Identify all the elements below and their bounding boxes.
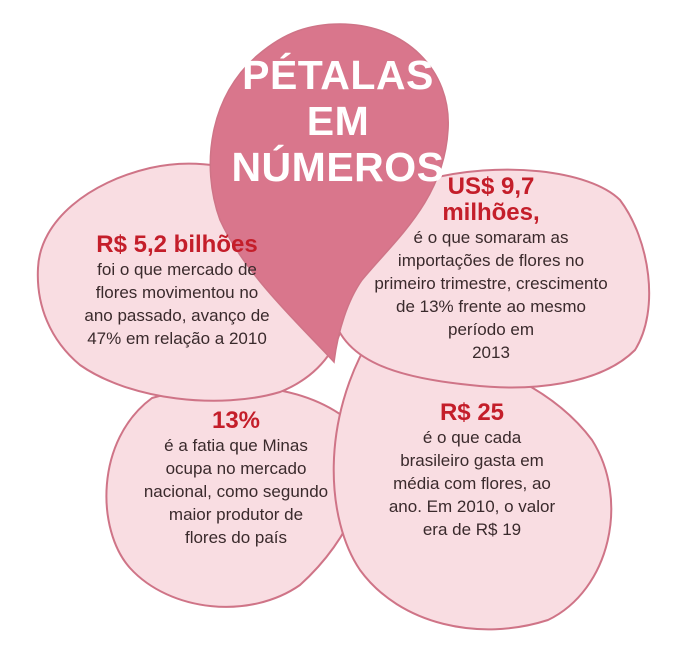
figure-description: é o que somaram as importações de flores… xyxy=(374,228,608,362)
diagram-title: PÉTALAS EM NÚMEROS xyxy=(231,52,445,190)
center-petal xyxy=(209,23,449,364)
petal-text-bottom-right: R$ 25 é o que cada brasileiro gasta em m… xyxy=(364,400,580,541)
figure-value: 13% xyxy=(211,407,261,434)
petal-text-top-left: R$ 5,2 bilhões foi o que mercado de flor… xyxy=(52,232,302,350)
petal-text-bottom-left: 13% é a fatia que Minas ocupa no mercado… xyxy=(126,408,346,549)
figure-value: US$ 9,7 milhões, xyxy=(442,173,540,226)
figure-value: R$ 5,2 bilhões xyxy=(96,231,258,258)
figure-description: foi o que mercado de flores movimentou n… xyxy=(84,260,270,348)
petal-text-top-right: US$ 9,7 milhões, é o que somaram as impo… xyxy=(352,174,630,364)
figure-description: é a fatia que Minas ocupa no mercado nac… xyxy=(143,436,329,547)
figure-description: é o que cada brasileiro gasta em média c… xyxy=(388,428,556,539)
petal-bottom-left xyxy=(105,385,365,608)
figure-value: R$ 25 xyxy=(439,399,505,426)
